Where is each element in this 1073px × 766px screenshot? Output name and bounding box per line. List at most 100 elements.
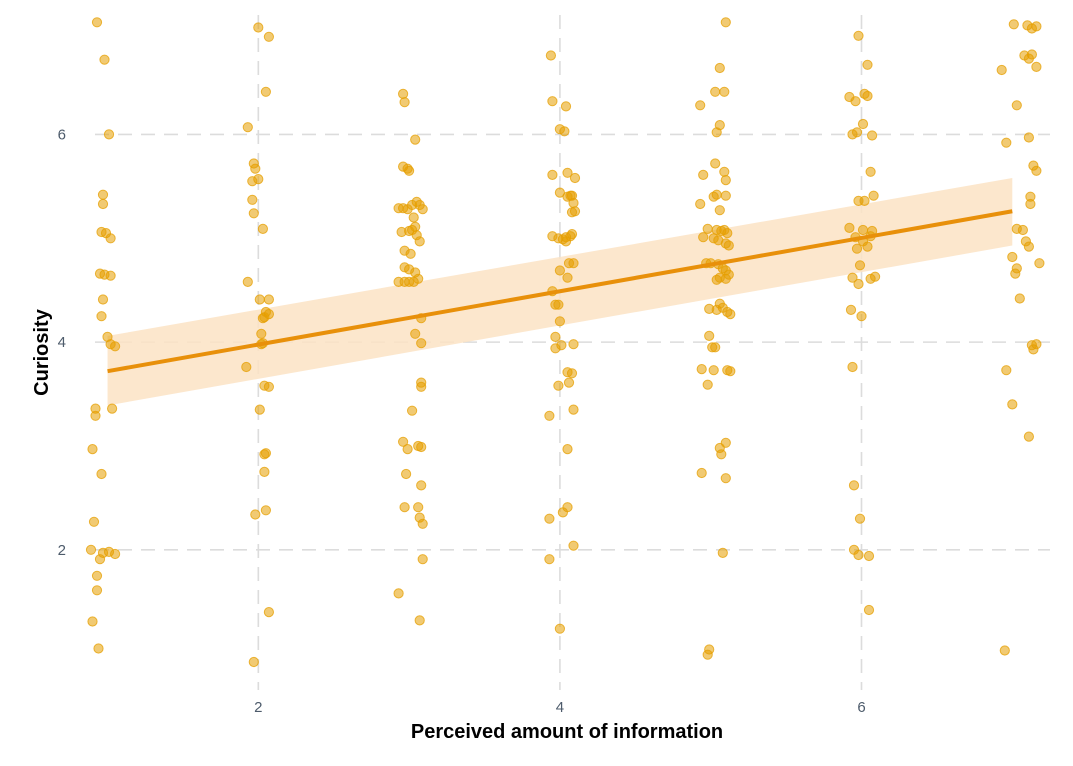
data-point xyxy=(867,130,878,141)
data-point xyxy=(87,616,98,627)
data-point xyxy=(1007,399,1018,410)
data-point xyxy=(1001,365,1012,376)
data-point xyxy=(847,272,858,283)
data-point xyxy=(1023,53,1035,64)
data-point xyxy=(566,229,578,240)
data-point xyxy=(107,403,118,414)
data-point xyxy=(720,190,731,201)
data-point xyxy=(398,88,409,100)
data-point xyxy=(410,328,421,339)
data-point xyxy=(1023,431,1035,442)
data-point xyxy=(702,223,713,234)
data-point xyxy=(87,444,98,455)
data-point xyxy=(710,86,721,97)
data-point xyxy=(544,554,555,565)
data-point xyxy=(720,17,731,28)
data-point xyxy=(247,194,258,205)
data-point xyxy=(97,198,109,210)
data-point xyxy=(696,467,707,479)
data-point xyxy=(554,623,566,634)
data-point xyxy=(568,197,579,209)
data-point xyxy=(568,404,579,415)
data-point xyxy=(865,166,876,177)
data-point xyxy=(569,172,581,184)
data-point xyxy=(708,191,719,202)
data-point xyxy=(844,222,855,233)
data-point xyxy=(260,86,271,97)
data-point xyxy=(862,90,873,102)
data-point xyxy=(393,588,404,599)
data-point xyxy=(416,441,427,453)
data-point xyxy=(259,466,270,477)
gridlines xyxy=(95,15,1050,690)
data-point xyxy=(91,585,103,596)
data-point xyxy=(105,233,116,244)
data-point xyxy=(97,294,109,305)
data-point xyxy=(850,96,861,107)
data-point xyxy=(553,299,564,310)
data-point xyxy=(260,448,271,459)
data-point xyxy=(405,248,416,259)
data-point xyxy=(1001,137,1012,148)
data-point xyxy=(90,410,101,421)
data-point xyxy=(263,607,274,618)
data-point xyxy=(263,381,274,392)
data-point xyxy=(560,101,572,112)
data-point xyxy=(253,174,264,185)
data-point xyxy=(404,165,415,176)
data-point xyxy=(254,404,265,415)
data-point xyxy=(91,570,103,581)
data-point xyxy=(93,643,104,654)
data-point xyxy=(557,507,569,518)
data-point xyxy=(863,550,875,562)
data-point xyxy=(91,17,103,28)
data-point xyxy=(413,273,424,284)
data-point xyxy=(416,381,427,392)
data-point xyxy=(105,270,116,281)
data-point xyxy=(698,232,709,243)
data-point xyxy=(1031,61,1042,73)
data-point xyxy=(1023,241,1035,252)
data-point xyxy=(711,127,722,138)
data-point xyxy=(999,645,1010,656)
data-point xyxy=(1011,100,1022,111)
data-point xyxy=(414,236,425,247)
data-point xyxy=(853,549,864,561)
y-tick-label: 6 xyxy=(58,126,66,143)
data-point xyxy=(408,212,419,223)
data-point xyxy=(417,518,428,529)
tick-labels: 2 4 6 2 4 6 xyxy=(58,126,866,716)
data-point xyxy=(857,118,869,130)
data-point xyxy=(1017,224,1029,236)
data-point xyxy=(241,361,252,373)
fit-line-layer xyxy=(107,209,1013,374)
data-point xyxy=(554,265,566,276)
y-tick-label: 2 xyxy=(58,542,66,559)
data-point xyxy=(553,380,564,391)
data-point xyxy=(99,54,110,65)
data-point xyxy=(698,169,709,180)
data-point xyxy=(1034,258,1045,269)
data-point xyxy=(568,339,579,350)
data-point xyxy=(695,100,706,111)
data-point xyxy=(848,480,860,491)
data-point xyxy=(720,473,731,484)
data-point xyxy=(248,656,259,668)
x-tick-label: 6 xyxy=(857,699,865,716)
data-point xyxy=(1023,132,1035,143)
data-point xyxy=(868,190,879,201)
data-point xyxy=(263,294,274,305)
data-point xyxy=(263,31,274,42)
data-point xyxy=(96,468,107,480)
data-point xyxy=(250,509,261,520)
data-point xyxy=(854,260,866,271)
data-point xyxy=(254,294,265,305)
data-point xyxy=(97,189,109,200)
data-point xyxy=(1010,268,1021,279)
data-point xyxy=(85,544,97,555)
data-point xyxy=(1014,293,1025,304)
data-point xyxy=(410,134,421,145)
data-point xyxy=(719,166,730,177)
x-axis-title: Perceived amount of information xyxy=(411,721,723,743)
data-point xyxy=(714,62,725,74)
